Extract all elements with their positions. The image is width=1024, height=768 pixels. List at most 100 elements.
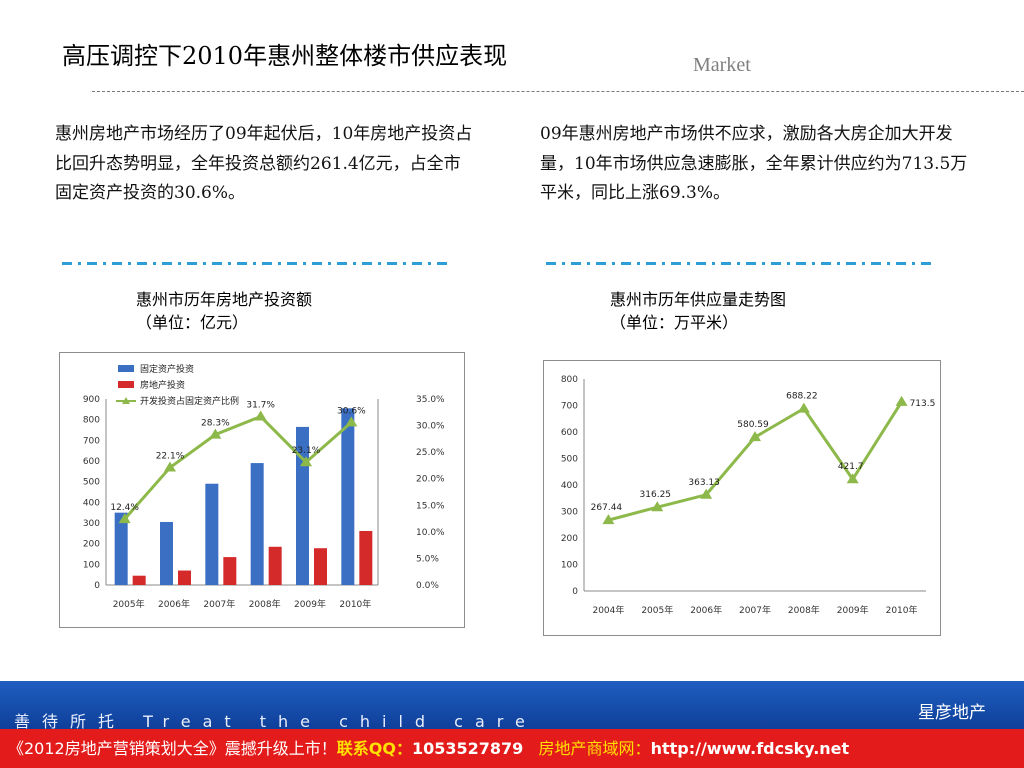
left-divider — [62, 262, 450, 265]
ratio-point — [254, 410, 267, 421]
x-tick-label: 2006年 — [158, 598, 190, 610]
bar-realestate-investment — [268, 546, 282, 585]
supply-data-label: 316.25 — [640, 490, 672, 500]
supply-point — [895, 395, 908, 406]
promo-text: 《2012房地产营销策划大全》震撼升级上市！ — [8, 739, 337, 758]
footer-brand: 星彦地产 — [918, 703, 986, 723]
bar-realestate-investment — [359, 530, 373, 585]
left-y-tick-label: 200 — [83, 540, 100, 550]
bar-realestate-investment — [314, 548, 327, 585]
x-tick-label: 2010年 — [886, 604, 918, 616]
bar-fixed-investment — [296, 426, 309, 585]
ratio-data-label: 22.1% — [156, 452, 185, 462]
supply-chart-frame: 0 100 200 300 400 500 600 700 800 2004年 2005年 2006年… — [543, 360, 941, 636]
bar-realestate-investment — [132, 575, 146, 585]
left-y-tick-label: 900 — [83, 395, 100, 405]
y-tick-label: 300 — [561, 508, 578, 518]
right-paragraph: 09年惠州房地产市场供不应求，激励各大房企加大开发量，10年市场供应急速膨胀，全… — [540, 124, 968, 203]
right-y-tick-label: 15.0% — [416, 501, 445, 511]
promo-bar[interactable]: 《2012房地产营销策划大全》震撼升级上市！联系QQ：1053527879 房地… — [0, 729, 1024, 768]
right-caption-unit: （单位：万平米） — [610, 313, 739, 332]
supply-data-label: 713.5 — [910, 399, 936, 409]
promo-site-label: 房地产商域网： — [538, 739, 651, 758]
promo-site-link[interactable]: http://www.fdcsky.net — [650, 739, 850, 758]
left-y-tick-label: 800 — [83, 416, 100, 426]
supply-point — [749, 431, 761, 442]
section-tag: Market — [693, 54, 751, 76]
legend-fixed-swatch — [118, 365, 134, 372]
title-divider — [92, 91, 1024, 92]
x-tick-label: 2008年 — [788, 604, 820, 616]
ratio-data-label: 31.7% — [246, 401, 275, 411]
legend-ratio-label: 开发投资占固定资产比例 — [140, 395, 239, 407]
supply-point — [602, 514, 615, 525]
right-y-tick-label: 5.0% — [416, 554, 439, 564]
y-tick-label: 700 — [561, 402, 578, 412]
left-y-tick-label: 700 — [83, 436, 100, 446]
y-tick-label: 400 — [561, 481, 578, 491]
legend-ratio-marker — [122, 397, 130, 404]
left-y-tick-label: 100 — [83, 560, 100, 570]
supply-chart: 0 100 200 300 400 500 600 700 800 2004年 2005年 2006年… — [561, 375, 936, 616]
y-tick-label: 600 — [561, 428, 578, 438]
bar-fixed-investment — [205, 483, 219, 585]
ratio-data-label: 30.6% — [337, 406, 366, 416]
right-y-tick-label: 35.0% — [416, 395, 445, 405]
supply-data-label: 363.13 — [688, 478, 720, 488]
right-divider — [546, 262, 936, 265]
supply-point — [797, 402, 810, 413]
right-chart-caption: 惠州市历年供应量走势图 （单位：万平米） — [610, 288, 786, 334]
investment-chart: 0 100 200 300 400 500 600 700 800 900 0.0% 5.0% 10.0… — [83, 363, 445, 610]
right-y-tick-label: 25.0% — [416, 448, 445, 458]
legend-realestate-label: 房地产投资 — [140, 379, 185, 391]
left-y-tick-label: 0 — [94, 581, 100, 591]
left-caption-unit: （单位：亿元） — [136, 313, 249, 332]
right-y-tick-label: 30.0% — [416, 422, 445, 432]
x-tick-label: 2004年 — [592, 604, 624, 616]
x-tick-label: 2005年 — [641, 604, 673, 616]
left-chart-caption: 惠州市历年房地产投资额 （单位：亿元） — [136, 288, 312, 334]
left-y-tick-label: 500 — [83, 478, 100, 488]
ratio-point — [209, 428, 222, 439]
y-tick-label: 100 — [561, 561, 578, 571]
bar-fixed-investment — [114, 512, 128, 585]
x-tick-label: 2005年 — [113, 598, 145, 610]
x-tick-label: 2008年 — [249, 598, 281, 610]
bar-fixed-investment — [160, 521, 173, 585]
legend-fixed-label: 固定资产投资 — [140, 363, 194, 375]
supply-point — [846, 473, 859, 484]
left-y-tick-label: 300 — [83, 519, 100, 529]
investment-chart-frame: 0 100 200 300 400 500 600 700 800 900 0.0% 5.0% 10.0… — [59, 352, 465, 628]
ratio-line — [123, 414, 353, 521]
right-caption-title: 惠州市历年供应量走势图 — [610, 290, 787, 309]
y-tick-label: 800 — [561, 375, 578, 385]
promo-qq-number: 1053527879 — [411, 739, 524, 758]
left-y-tick-label: 600 — [83, 457, 100, 467]
footer-slogan: 善待所托 Treat the child care — [14, 712, 537, 731]
supply-data-label: 421.7 — [838, 462, 864, 472]
ratio-data-label: 12.4% — [110, 503, 139, 513]
y-tick-label: 0 — [572, 587, 578, 597]
ratio-data-label: 28.3% — [201, 419, 230, 429]
left-y-tick-label: 400 — [83, 498, 100, 508]
bar-fixed-investment — [250, 463, 264, 585]
ratio-point — [300, 456, 312, 467]
y-tick-label: 500 — [561, 455, 578, 465]
right-y-tick-label: 20.0% — [416, 475, 445, 485]
ratio-point — [118, 513, 131, 524]
ratio-point — [345, 416, 358, 427]
supply-data-label: 688.22 — [786, 392, 818, 402]
supply-data-label: 580.59 — [737, 420, 769, 430]
supply-point — [651, 501, 664, 512]
bar-fixed-investment — [341, 408, 355, 585]
x-tick-label: 2009年 — [837, 604, 869, 616]
legend-realestate-swatch — [118, 381, 134, 388]
x-tick-label: 2007年 — [203, 598, 235, 610]
x-tick-label: 2007年 — [739, 604, 771, 616]
bar-realestate-investment — [178, 570, 191, 585]
supply-point — [700, 488, 713, 499]
left-caption-title: 惠州市历年房地产投资额 — [136, 290, 313, 309]
supply-data-label: 267.44 — [591, 503, 623, 513]
x-tick-label: 2006年 — [690, 604, 722, 616]
ratio-point — [164, 461, 176, 472]
